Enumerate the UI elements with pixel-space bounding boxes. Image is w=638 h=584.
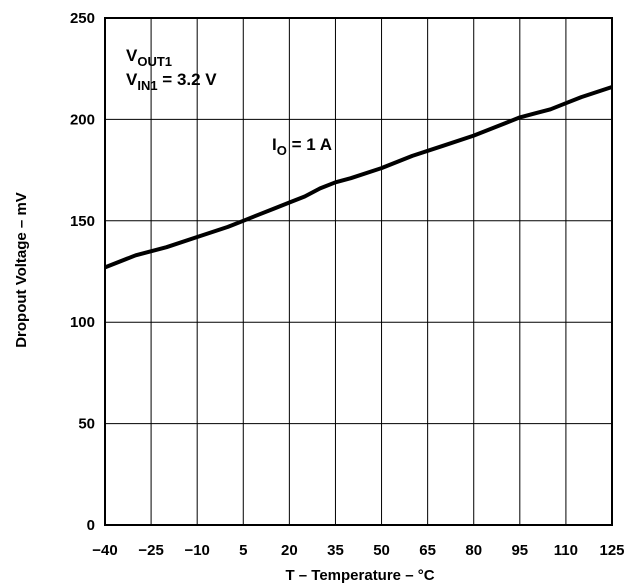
annotation-vout1-main: V	[126, 46, 138, 65]
x-tick-label: 5	[239, 542, 247, 559]
annotation-vin1-main: V	[126, 70, 138, 89]
y-tick-labels: 0 50 100 150 200 250	[70, 10, 95, 534]
annotation-vout1-sub: OUT1	[137, 54, 172, 69]
plot-frame	[104, 17, 613, 526]
y-tick-label: 200	[70, 111, 95, 128]
x-tick-labels: −40 −25 −10 5 20 35 50 65 80 95 110 125	[92, 542, 624, 559]
y-tick-label: 50	[78, 416, 95, 433]
x-tick-label: 35	[327, 542, 344, 559]
x-tick-label: 80	[465, 542, 482, 559]
annotation-vout1: VOUT1	[126, 46, 172, 69]
x-tick-label: 110	[554, 542, 578, 559]
annotation-io-sub: O	[277, 143, 287, 158]
x-axis-title: T – Temperature – °C	[285, 567, 434, 584]
annotation-vin1: VIN1 = 3.2 V	[126, 70, 217, 93]
x-tick-label: 65	[419, 542, 436, 559]
annotation-io-value: = 1 A	[287, 135, 332, 154]
x-tick-label: −40	[92, 542, 117, 559]
y-tick-label: 150	[70, 213, 95, 230]
x-tick-label: −10	[184, 542, 209, 559]
series-line-io-1a	[104, 85, 613, 270]
x-tick-label: 95	[511, 542, 528, 559]
y-tick-label: 250	[70, 10, 95, 27]
x-tick-label: 50	[373, 542, 390, 559]
annotation-vin1-value: = 3.2 V	[158, 70, 218, 89]
annotation-io: IO = 1 A	[272, 135, 332, 158]
y-tick-label: 100	[70, 314, 95, 331]
x-tick-label: 20	[281, 542, 298, 559]
x-tick-label: −25	[138, 542, 163, 559]
y-tick-label: 0	[87, 517, 95, 534]
y-axis-title: Dropout Voltage – mV	[13, 192, 30, 348]
annotation-io-main: I	[272, 135, 277, 154]
x-tick-label: 125	[599, 542, 624, 559]
grid-lines	[104, 17, 613, 526]
annotation-vin1-sub: IN1	[137, 78, 157, 93]
